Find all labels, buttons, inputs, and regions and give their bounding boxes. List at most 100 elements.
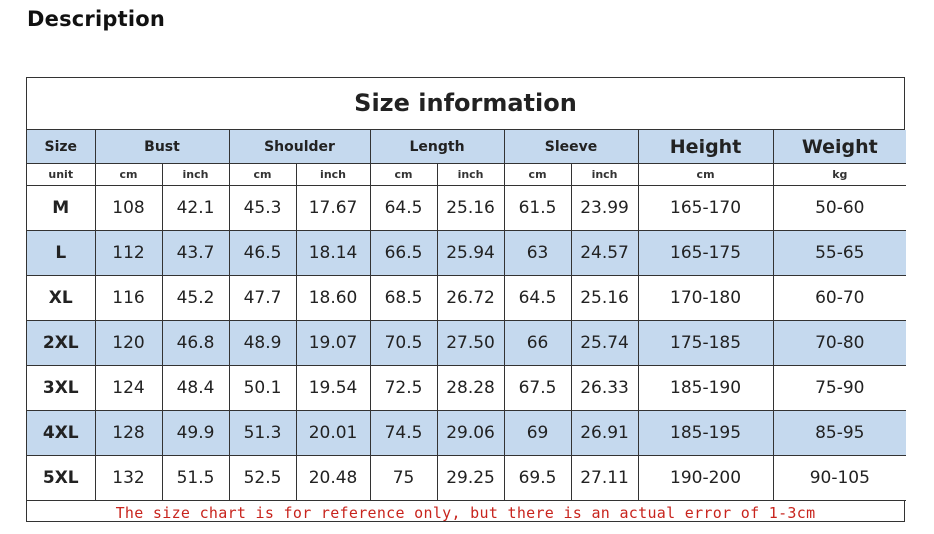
table-cell: 185-195	[637, 410, 774, 456]
unit-cell: inch	[570, 163, 639, 186]
table-cell: 67.5	[503, 365, 572, 411]
table-cell: 29.06	[436, 410, 505, 456]
table-cell: 175-185	[637, 320, 774, 366]
table-cell: 19.54	[295, 365, 371, 411]
table-cell: 68.5	[369, 275, 438, 321]
table-cell: 50.1	[228, 365, 297, 411]
table-cell: 42.1	[161, 185, 230, 231]
table-cell: 17.67	[295, 185, 371, 231]
table-cell: 19.07	[295, 320, 371, 366]
header-height: Height	[637, 130, 774, 164]
table-cell: 185-190	[637, 365, 774, 411]
unit-cell: cm	[503, 163, 572, 186]
table-cell: 64.5	[503, 275, 572, 321]
table-cell: 116	[94, 275, 163, 321]
table-cell: 25.16	[436, 185, 505, 231]
table-cell: 51.5	[161, 455, 230, 501]
table-cell: 48.4	[161, 365, 230, 411]
table-cell: 26.33	[570, 365, 639, 411]
table-cell: 52.5	[228, 455, 297, 501]
unit-cell: unit	[27, 163, 96, 186]
table-cell: 70.5	[369, 320, 438, 366]
table-cell: 60-70	[772, 275, 907, 321]
table-cell: 46.5	[228, 230, 297, 276]
table-cell: 25.74	[570, 320, 639, 366]
table-cell: 85-95	[772, 410, 907, 456]
table-cell: 27.11	[570, 455, 639, 501]
table-cell: 46.8	[161, 320, 230, 366]
table-cell: 170-180	[637, 275, 774, 321]
table-row: 5XL 132 51.5 52.5 20.48 75 29.25 69.5 27.11 190-2…	[27, 455, 907, 501]
header-shoulder: Shoulder	[228, 130, 371, 164]
header-row: Size Bust Shoulder Length Sleeve Height …	[27, 130, 907, 164]
table-row: 2XL 120 46.8 48.9 19.07 70.5 27.50 66 25.74 175-1…	[27, 320, 907, 366]
table-cell: 165-170	[637, 185, 774, 231]
table-cell: 20.48	[295, 455, 371, 501]
table-cell: 55-65	[772, 230, 907, 276]
header-weight: Weight	[772, 130, 907, 164]
table-cell: 43.7	[161, 230, 230, 276]
unit-cell: inch	[295, 163, 371, 186]
table-cell: 24.57	[570, 230, 639, 276]
table-row: XL 116 45.2 47.7 18.60 68.5 26.72 64.5 25.16 170-…	[27, 275, 907, 321]
table-row: L 112 43.7 46.5 18.14 66.5 25.94 63 24.57 165-175…	[27, 230, 907, 276]
size-label-cell: M	[27, 185, 96, 231]
table-cell: 190-200	[637, 455, 774, 501]
table-cell: 45.2	[161, 275, 230, 321]
size-label-cell: 4XL	[27, 410, 96, 456]
table-row: 4XL 128 49.9 51.3 20.01 74.5 29.06 69 26.91 185-1…	[27, 410, 907, 456]
size-chart-disclaimer: The size chart is for reference only, bu…	[115, 504, 816, 522]
table-cell: 120	[94, 320, 163, 366]
table-cell: 26.91	[570, 410, 639, 456]
size-label-cell: 2XL	[27, 320, 96, 366]
table-cell: 47.7	[228, 275, 297, 321]
table-cell: 70-80	[772, 320, 907, 366]
table-cell: 165-175	[637, 230, 774, 276]
table-cell: 27.50	[436, 320, 505, 366]
table-cell: 25.94	[436, 230, 505, 276]
size-label-cell: XL	[27, 275, 96, 321]
table-cell: 28.28	[436, 365, 505, 411]
table-cell: 51.3	[228, 410, 297, 456]
table-cell: 64.5	[369, 185, 438, 231]
unit-cell: cm	[369, 163, 438, 186]
table-cell: 61.5	[503, 185, 572, 231]
table-cell: 72.5	[369, 365, 438, 411]
unit-cell: cm	[94, 163, 163, 186]
size-label-cell: L	[27, 230, 96, 276]
header-size: Size	[27, 130, 96, 164]
unit-cell: inch	[436, 163, 505, 186]
table-cell: 69	[503, 410, 572, 456]
size-label-cell: 5XL	[27, 455, 96, 501]
table-cell: 75-90	[772, 365, 907, 411]
table-row: M 108 42.1 45.3 17.67 64.5 25.16 61.5 23.99 165-1…	[27, 185, 907, 231]
table-cell: 66.5	[369, 230, 438, 276]
table-cell: 20.01	[295, 410, 371, 456]
table-cell: 23.99	[570, 185, 639, 231]
table-cell: 132	[94, 455, 163, 501]
page-title: Description	[27, 7, 166, 31]
table-cell: 18.60	[295, 275, 371, 321]
table-cell: 74.5	[369, 410, 438, 456]
table-cell: 124	[94, 365, 163, 411]
table-cell: 48.9	[228, 320, 297, 366]
table-cell: 112	[94, 230, 163, 276]
table-cell: 26.72	[436, 275, 505, 321]
table-cell: 29.25	[436, 455, 505, 501]
size-chart: Size information Size Bust Shoulder Leng…	[26, 77, 907, 522]
size-chart-title: Size information	[27, 78, 904, 130]
table-cell: 90-105	[772, 455, 907, 501]
size-label-cell: 3XL	[27, 365, 96, 411]
table-cell: 25.16	[570, 275, 639, 321]
table-cell: 18.14	[295, 230, 371, 276]
size-table: Size Bust Shoulder Length Sleeve Height …	[27, 130, 907, 501]
table-cell: 128	[94, 410, 163, 456]
table-cell: 75	[369, 455, 438, 501]
table-cell: 49.9	[161, 410, 230, 456]
table-cell: 50-60	[772, 185, 907, 231]
table-cell: 45.3	[228, 185, 297, 231]
unit-cell: cm	[228, 163, 297, 186]
table-cell: 66	[503, 320, 572, 366]
table-cell: 108	[94, 185, 163, 231]
unit-cell: inch	[161, 163, 230, 186]
